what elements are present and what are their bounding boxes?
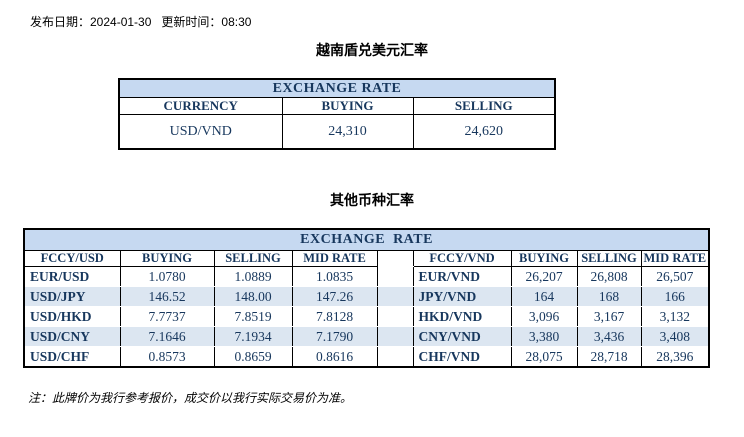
exchange-rate-banner: EXCHANGE RATE: [118, 79, 556, 98]
table-header-row: CURRENCY BUYING SELLING: [118, 97, 556, 115]
currency-pair-cell: USD/HKD: [23, 306, 121, 327]
column-header-mid-rate: MID RATE: [291, 250, 378, 267]
gap-cell: [376, 346, 414, 368]
buying-rate-cell: 146.52: [119, 286, 215, 307]
buying-rate-cell: 3,380: [510, 326, 578, 347]
selling-rate-cell: 7.8519: [213, 306, 293, 327]
table-row-chf: USD/CHF 0.8573 0.8659 0.8616 CHF/VND 28,…: [23, 346, 710, 368]
selling-rate-cell: 28,718: [576, 346, 642, 368]
mid-rate-cell: 1.0835: [291, 266, 378, 287]
selling-rate-cell: 3,167: [576, 306, 642, 327]
table-row-cny: USD/CNY 7.1646 7.1934 7.1790 CNY/VND 3,3…: [23, 326, 710, 347]
column-header-selling: SELLING: [412, 97, 556, 115]
buying-rate-cell: 7.7737: [119, 306, 215, 327]
currency-pair-cell: USD/CHF: [23, 346, 121, 368]
selling-rate-cell: 1.0889: [213, 266, 293, 287]
usd-vnd-section-title: 越南盾兑美元汇率: [316, 42, 428, 58]
gap-cell: [376, 306, 414, 327]
mid-rate-cell: 26,507: [640, 266, 710, 287]
buying-rate-cell: 1.0780: [119, 266, 215, 287]
meta-line: 发布日期：2024-01-30 更新时间：08:30: [30, 13, 251, 30]
usd-vnd-rate-table: EXCHANGE RATE CURRENCY BUYING SELLING US…: [118, 78, 556, 150]
currency-pair-cell: USD/JPY: [23, 286, 121, 307]
mid-rate-cell: 7.1790: [291, 326, 378, 347]
currency-pair-cell: HKD/VND: [412, 306, 512, 327]
buying-rate-cell: 24,310: [281, 114, 414, 149]
mid-rate-cell: 7.8128: [291, 306, 378, 327]
publish-date: 发布日期：2024-01-30: [30, 15, 152, 29]
gap-cell: [376, 266, 414, 287]
buying-rate-cell: 3,096: [510, 306, 578, 327]
table-row-jpy: USD/JPY 146.52 148.00 147.26 JPY/VND 164…: [23, 286, 710, 307]
column-header-currency: CURRENCY: [118, 97, 283, 115]
column-header-fccy-usd: FCCY/USD: [23, 250, 121, 267]
mid-rate-cell: 166: [640, 286, 710, 307]
disclaimer-note: 注：此牌价为我行参考报价，成交价以我行实际交易价为准。: [28, 391, 353, 405]
selling-rate-cell: 7.1934: [213, 326, 293, 347]
column-header-selling: SELLING: [576, 250, 642, 267]
mid-rate-cell: 28,396: [640, 346, 710, 368]
selling-rate-cell: 24,620: [412, 114, 556, 149]
other-currencies-section-title: 其他币种汇率: [330, 192, 414, 208]
column-header-selling: SELLING: [213, 250, 293, 267]
selling-rate-cell: 168: [576, 286, 642, 307]
buying-rate-cell: 0.8573: [119, 346, 215, 368]
mid-rate-cell: 0.8616: [291, 346, 378, 368]
currency-pair-cell: EUR/USD: [23, 266, 121, 287]
buying-rate-cell: 7.1646: [119, 326, 215, 347]
table-banner-row: EXCHANGE RATE: [118, 79, 556, 98]
column-header-buying: BUYING: [281, 97, 414, 115]
currency-pair-cell: JPY/VND: [412, 286, 512, 307]
currency-pair-cell: USD/CNY: [23, 326, 121, 347]
column-header-mid-rate: MID RATE: [640, 250, 710, 267]
table-row-hkd: USD/HKD 7.7737 7.8519 7.8128 HKD/VND 3,0…: [23, 306, 710, 327]
table-row: USD/VND 24,310 24,620: [118, 114, 556, 149]
mid-rate-cell: 3,408: [640, 326, 710, 347]
selling-rate-cell: 3,436: [576, 326, 642, 347]
currency-pair-cell: CHF/VND: [412, 346, 512, 368]
currency-pair-cell: CNY/VND: [412, 326, 512, 347]
column-header-fccy-vnd: FCCY/VND: [412, 250, 512, 267]
update-time: 更新时间：08:30: [161, 15, 252, 29]
table-header-row: FCCY/USD BUYING SELLING MID RATE FCCY/VN…: [23, 250, 710, 267]
gap-cell: [376, 326, 414, 347]
buying-rate-cell: 28,075: [510, 346, 578, 368]
table-row-eur: EUR/USD 1.0780 1.0889 1.0835 EUR/VND 26,…: [23, 266, 710, 287]
currency-pair-cell: EUR/VND: [412, 266, 512, 287]
gap-column: [376, 250, 414, 267]
selling-rate-cell: 0.8659: [213, 346, 293, 368]
exchange-rate-banner: EXCHANGE RATE: [23, 229, 710, 251]
gap-cell: [376, 286, 414, 307]
selling-rate-cell: 26,808: [576, 266, 642, 287]
column-header-buying: BUYING: [510, 250, 578, 267]
table-banner-row: EXCHANGE RATE: [23, 229, 710, 251]
column-header-buying: BUYING: [119, 250, 215, 267]
other-currencies-rate-table: EXCHANGE RATE FCCY/USD BUYING SELLING MI…: [23, 228, 711, 368]
mid-rate-cell: 3,132: [640, 306, 710, 327]
buying-rate-cell: 164: [510, 286, 578, 307]
buying-rate-cell: 26,207: [510, 266, 578, 287]
currency-pair-cell: USD/VND: [118, 114, 283, 149]
mid-rate-cell: 147.26: [291, 286, 378, 307]
selling-rate-cell: 148.00: [213, 286, 293, 307]
